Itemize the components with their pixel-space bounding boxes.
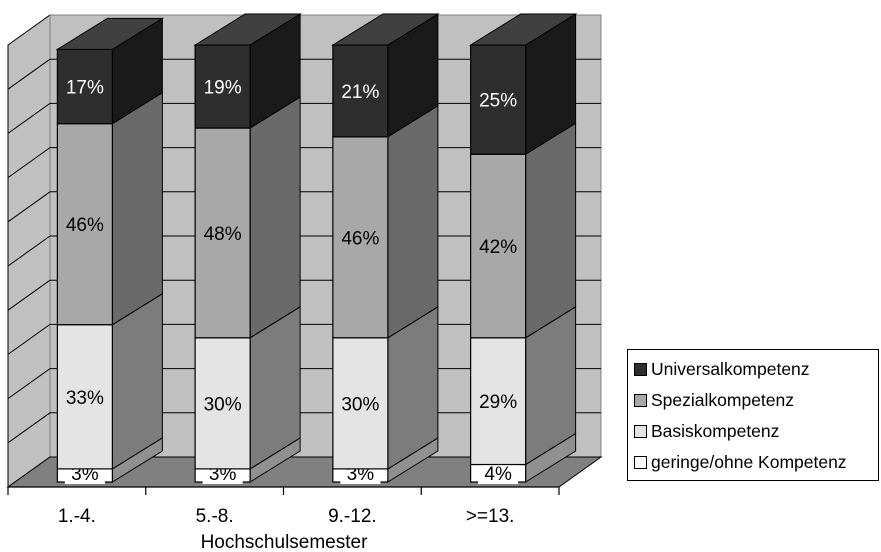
gridline-side bbox=[7, 368, 51, 400]
gridline-side bbox=[7, 102, 51, 134]
data-label: 30% bbox=[204, 394, 242, 415]
data-label: 19% bbox=[204, 78, 242, 99]
data-label: 46% bbox=[341, 228, 379, 249]
gridline-side bbox=[7, 279, 51, 311]
legend-label: Basiskompetenz bbox=[651, 420, 780, 441]
x-tick-label: >=13. bbox=[466, 506, 515, 527]
bar-segment bbox=[194, 127, 251, 339]
gridline-side bbox=[7, 147, 51, 179]
data-label: 4% bbox=[484, 464, 512, 485]
gridline-side bbox=[7, 323, 51, 355]
legend-swatch bbox=[634, 393, 647, 407]
legend-label: Universalkompetenz bbox=[651, 358, 810, 379]
bar-segment bbox=[470, 44, 527, 155]
x-tick-label: 1.-4. bbox=[58, 506, 96, 527]
x-tick-label: 9.-12. bbox=[328, 506, 377, 527]
x-axis-title: Hochschulsemester bbox=[201, 532, 369, 552]
bar-top bbox=[468, 13, 578, 46]
bar-segment bbox=[194, 337, 251, 470]
legend-item: Basiskompetenz bbox=[634, 418, 779, 444]
data-label: 42% bbox=[479, 237, 517, 258]
data-label: 17% bbox=[66, 78, 104, 99]
legend: Universalkompetenz Spezialkompetenz Basisk… bbox=[627, 349, 879, 481]
bar-top bbox=[331, 13, 440, 46]
legend-swatch bbox=[634, 424, 647, 438]
gridline-side bbox=[7, 191, 51, 223]
data-label: 29% bbox=[479, 392, 517, 413]
bar-segment-side bbox=[111, 91, 163, 326]
legend-item: Spezialkompetenz bbox=[634, 387, 794, 413]
legend-item: Universalkompetenz bbox=[634, 356, 810, 382]
legend-label: geringe/ohne Kompetenz bbox=[651, 451, 847, 472]
gridline-side bbox=[7, 235, 51, 267]
data-label-background bbox=[478, 464, 519, 484]
bar-stack: 3%30%46%21% bbox=[331, 13, 440, 485]
legend-item: geringe/ohne Kompetenz bbox=[634, 449, 847, 475]
x-tick-label: 5.-8. bbox=[196, 506, 234, 527]
bar-top bbox=[55, 17, 165, 50]
bar-stack: 3%30%48%19% bbox=[193, 13, 302, 485]
data-label: 25% bbox=[479, 91, 517, 112]
bar-segment bbox=[332, 136, 389, 339]
data-label: 33% bbox=[66, 388, 104, 409]
bar-stack: 4% 29% 42% 25% bbox=[468, 13, 578, 485]
legend-swatch bbox=[634, 362, 647, 376]
data-label: 21% bbox=[341, 82, 379, 103]
legend-swatch bbox=[634, 455, 647, 469]
bar-segment bbox=[56, 48, 113, 125]
gridline-side bbox=[7, 412, 51, 444]
data-label: 30% bbox=[341, 394, 379, 415]
bar-segment-side bbox=[249, 96, 301, 339]
bar-segment-side bbox=[387, 104, 439, 339]
legend-label: Spezialkompetenz bbox=[651, 389, 794, 410]
x-axis: 1.-4. 5.-8. 9.-12. >=13. bbox=[7, 486, 560, 527]
data-label: 46% bbox=[66, 215, 104, 236]
bars: 3%33%46%17%3%30%48%19%3%30%46%21%4%29%42… bbox=[55, 13, 578, 485]
data-label: 48% bbox=[204, 224, 242, 245]
bar-segment bbox=[332, 44, 389, 138]
bar-segment bbox=[56, 123, 113, 326]
bar-segment-side bbox=[525, 122, 577, 339]
bar-segment bbox=[194, 44, 251, 129]
gridline-side bbox=[7, 58, 51, 90]
bar-stack: 3%33%46%17% bbox=[55, 17, 165, 485]
bar-segment bbox=[470, 337, 527, 466]
bar-top bbox=[193, 13, 302, 46]
